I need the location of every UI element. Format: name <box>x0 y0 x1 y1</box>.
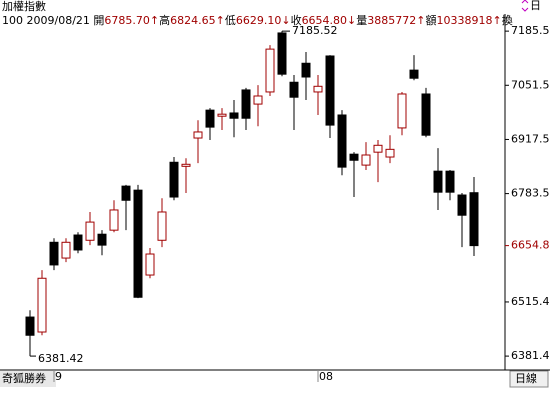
field-value: 6654.80↓ <box>302 14 357 27</box>
candle-body <box>325 55 335 126</box>
candle-body <box>169 161 179 198</box>
candle-body <box>109 209 119 231</box>
quote-line: 100 2009/08/21 開6785.70↑高6824.65↑低6629.1… <box>2 13 513 27</box>
field-label: 高 <box>159 13 170 27</box>
candle-body <box>433 170 443 193</box>
x-tick-label: 08 <box>319 370 333 383</box>
period-top[interactable]: 日 <box>530 0 541 12</box>
candle-body <box>49 241 59 266</box>
y-tick-label: 7185.5 <box>511 24 550 37</box>
field-value: 6824.65↑ <box>170 14 225 27</box>
period-button-box[interactable] <box>509 370 549 388</box>
low-label: 6381.42 <box>38 352 84 365</box>
field-value: 3885772↑ <box>367 14 425 27</box>
candle-body <box>337 114 347 168</box>
candle-body <box>277 32 287 75</box>
candle-body <box>61 241 71 259</box>
candle-body <box>181 163 191 167</box>
candle-body <box>97 233 107 246</box>
candle-body <box>25 316 35 336</box>
candle-body <box>85 221 95 241</box>
candle-body <box>145 253 155 276</box>
y-tick-label: 7051.5 <box>511 78 550 91</box>
candle-body <box>349 153 359 161</box>
field-label: 換 <box>502 14 513 27</box>
candle-body <box>229 112 239 119</box>
candle-body <box>361 154 371 166</box>
candle-body <box>193 131 203 139</box>
candle-body <box>253 95 263 105</box>
field-value: 10338918↑ <box>437 14 502 27</box>
x-tick-label: 9 <box>55 370 62 383</box>
candle-body <box>373 144 383 153</box>
field-value: 6785.70↑ <box>104 14 159 27</box>
candle-body <box>37 277 47 333</box>
candle-body <box>469 192 479 247</box>
candle-body <box>217 113 227 117</box>
candle-body <box>421 93 431 136</box>
candle-body <box>409 69 419 79</box>
candle-body <box>457 194 467 216</box>
high-label: 7185.52 <box>292 24 338 37</box>
field-label: 量 <box>356 14 367 27</box>
candle-body <box>289 81 299 98</box>
y-tick-label: 6917.5 <box>511 132 550 145</box>
candle-body <box>445 170 455 193</box>
field-label: 低 <box>225 14 236 27</box>
candle-body <box>133 189 143 298</box>
candle-body <box>205 109 215 128</box>
y-tick-label: 6515.4 <box>511 295 550 308</box>
candle-body <box>301 62 311 78</box>
field-label: 額 <box>426 14 437 27</box>
last-close-label: 6654.8 <box>511 239 550 252</box>
candle-body <box>385 148 395 158</box>
candle-body <box>265 48 275 93</box>
field-label: 開 <box>93 14 104 27</box>
candle-body <box>241 89 251 119</box>
scroll-arrows[interactable] <box>521 0 529 12</box>
y-tick-label: 6783.5 <box>511 187 550 200</box>
index-title: 加權指數 <box>2 0 46 13</box>
candle-body <box>73 234 83 251</box>
brand: 奇狐勝券 <box>2 371 46 385</box>
field-label: 收 <box>291 13 302 27</box>
period-button[interactable]: 日線 <box>515 371 537 385</box>
date: 2009/08/21 <box>27 14 90 27</box>
code: 100 <box>2 14 23 27</box>
candle-body <box>397 93 407 129</box>
candle-body <box>157 211 167 241</box>
y-tick-label: 6381.4 <box>511 349 550 362</box>
candle-body <box>313 85 323 93</box>
candle-body <box>121 185 131 201</box>
brand-box <box>0 371 56 387</box>
field-value: 6629.10↓ <box>236 14 291 27</box>
